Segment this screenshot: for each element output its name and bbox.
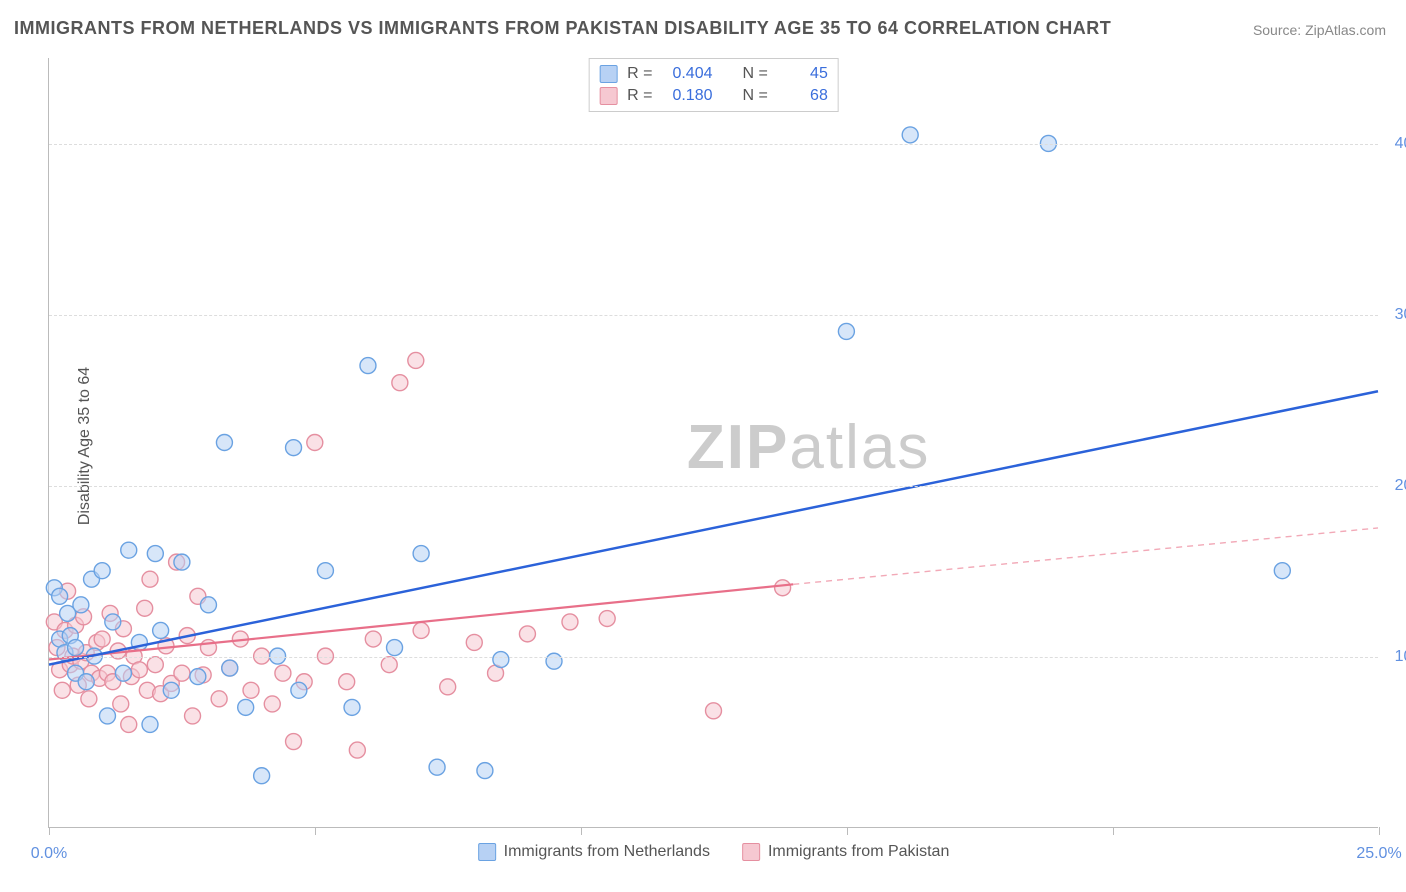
grid-line [49,315,1378,316]
grid-line [49,486,1378,487]
chart-title: IMMIGRANTS FROM NETHERLANDS VS IMMIGRANT… [14,18,1111,39]
y-tick-label: 20.0% [1395,477,1406,495]
n-label-1: N = [743,65,768,83]
n-value-1: 45 [778,65,828,83]
legend-stats-row-2: R = 0.180 N = 68 [599,85,828,107]
x-tick [847,827,848,835]
legend-label-netherlands: Immigrants from Netherlands [504,843,710,861]
n-label-2: N = [743,87,768,105]
legend-item-pakistan: Immigrants from Pakistan [742,843,949,861]
swatch-pakistan-icon [742,843,760,861]
swatch-netherlands [599,65,617,83]
legend-series: Immigrants from Netherlands Immigrants f… [478,843,950,861]
legend-stats: R = 0.404 N = 45 R = 0.180 N = 68 [588,58,839,112]
legend-item-netherlands: Immigrants from Netherlands [478,843,710,861]
x-tick [49,827,50,835]
legend-label-pakistan: Immigrants from Pakistan [768,843,949,861]
grid-line [49,657,1378,658]
n-value-2: 68 [778,87,828,105]
y-tick-label: 40.0% [1395,135,1406,153]
x-tick-label: 0.0% [31,845,67,863]
plot-area: ZIPatlas R = 0.404 N = 45 R = 0.180 N = … [48,58,1378,828]
x-tick [581,827,582,835]
grid-line [49,144,1378,145]
r-label-2: R = [627,87,652,105]
legend-stats-row-1: R = 0.404 N = 45 [599,63,828,85]
source-label: Source: ZipAtlas.com [1253,22,1386,38]
x-tick [1113,827,1114,835]
r-label-1: R = [627,65,652,83]
x-tick [315,827,316,835]
x-tick [1379,827,1380,835]
chart-svg [49,58,1378,827]
x-tick-label: 25.0% [1356,845,1401,863]
r-value-2: 0.180 [663,87,713,105]
swatch-pakistan [599,87,617,105]
y-tick-label: 30.0% [1395,306,1406,324]
swatch-netherlands-icon [478,843,496,861]
y-tick-label: 10.0% [1395,648,1406,666]
r-value-1: 0.404 [663,65,713,83]
